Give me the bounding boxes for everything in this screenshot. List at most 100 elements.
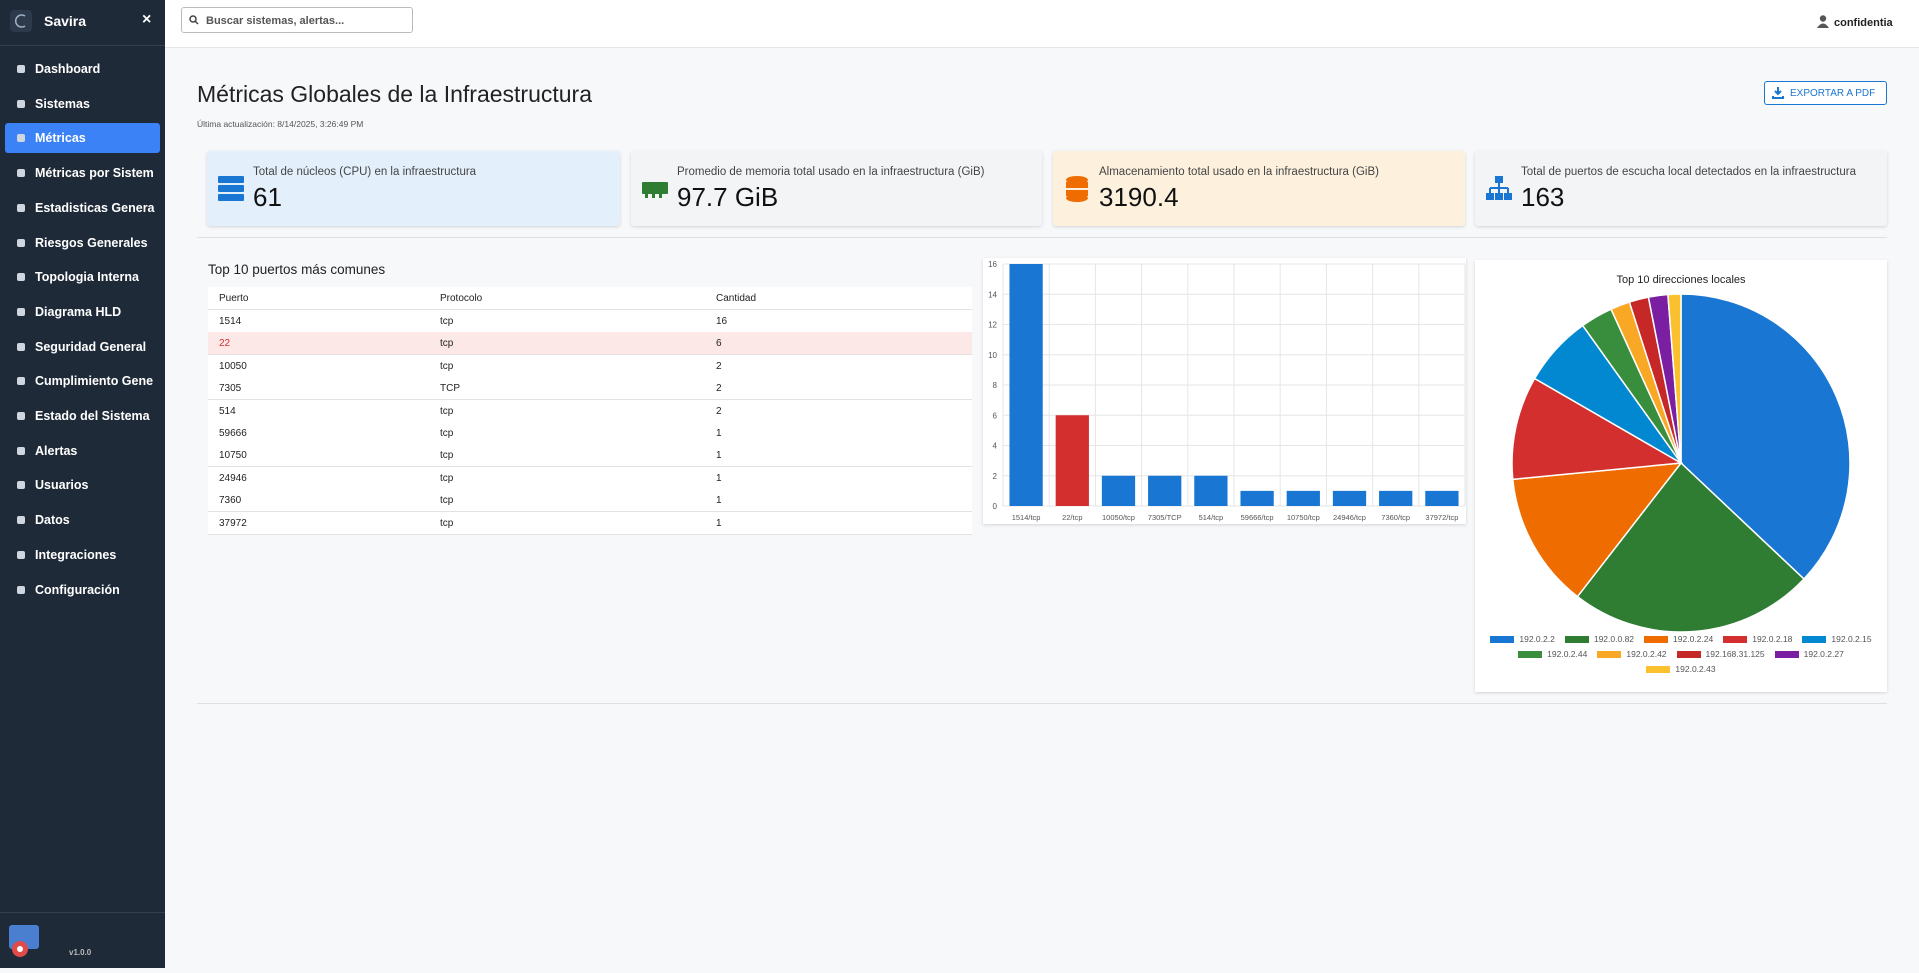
legend: 192.0.2.2 192.0.0.82 192.0.2.24 192.0.2.18 1… bbox=[1485, 634, 1877, 674]
table-cell: tcp bbox=[440, 360, 454, 372]
y-tick-label: 6 bbox=[993, 411, 998, 420]
x-tick-label: 1514/tcp bbox=[1012, 513, 1041, 522]
user-menu[interactable]: confidentia bbox=[1834, 17, 1893, 29]
column-header: Cantidad bbox=[716, 293, 757, 304]
legend-label: 192.0.2.42 bbox=[1626, 649, 1667, 659]
table-cell: 24946 bbox=[219, 472, 247, 484]
y-tick-label: 2 bbox=[993, 472, 998, 481]
card-icon bbox=[1066, 176, 1088, 202]
table-cell: 10750 bbox=[219, 450, 247, 462]
last-updated: Última actualización: 8/14/2025, 3:26:49… bbox=[197, 119, 364, 129]
menu-item[interactable]: Configuración bbox=[5, 575, 160, 605]
card-label: Total de núcleos (CPU) en la infraestruc… bbox=[253, 166, 477, 178]
table-header bbox=[208, 287, 972, 310]
table-cell: 7360 bbox=[219, 495, 242, 507]
bar bbox=[1194, 475, 1228, 506]
table-cell: 7305 bbox=[219, 383, 242, 395]
menu-item[interactable]: Estadisticas Genera bbox=[5, 193, 160, 223]
legend-swatch bbox=[1802, 635, 1827, 643]
table-row bbox=[208, 422, 972, 445]
table-cell: 1 bbox=[716, 450, 722, 462]
table-row bbox=[208, 399, 972, 423]
y-tick-label: 14 bbox=[988, 290, 997, 299]
bar bbox=[1240, 490, 1274, 506]
table-row bbox=[208, 444, 972, 468]
search-box[interactable]: Buscar sistemas, alertas... bbox=[181, 7, 413, 33]
bar bbox=[1332, 490, 1367, 506]
legend-item: 192.168.31.125 bbox=[1676, 649, 1765, 659]
menu-item[interactable]: Usuarios bbox=[5, 470, 160, 500]
export-label: EXPORTAR A PDF bbox=[1790, 88, 1876, 99]
menu-item[interactable]: Estado del Sistema bbox=[5, 401, 160, 431]
user-icon bbox=[1817, 15, 1829, 28]
legend-item: 192.0.2.42 bbox=[1597, 649, 1667, 659]
x-tick-label: 37972/tcp bbox=[1425, 513, 1458, 522]
legend-label: 192.0.2.18 bbox=[1752, 634, 1793, 644]
x-tick-label: 7305/TCP bbox=[1148, 513, 1182, 522]
y-tick-label: 12 bbox=[988, 321, 997, 330]
legend-label: 192.0.0.82 bbox=[1593, 634, 1635, 644]
x-tick-label: 10750/tcp bbox=[1287, 513, 1320, 522]
menu-item[interactable]: Dashboard bbox=[5, 54, 160, 84]
menu-item[interactable]: Métricas bbox=[5, 123, 160, 154]
card-label: Almacenamiento total usado en la infraes… bbox=[1099, 166, 1379, 178]
legend-swatch bbox=[1774, 650, 1799, 658]
table-row bbox=[208, 489, 972, 513]
pie-panel: Top 10 direcciones locales 192.0.2.2 192.… bbox=[1475, 260, 1887, 692]
table-cell: TCP bbox=[440, 383, 460, 395]
table-cell: 1514 bbox=[219, 316, 242, 327]
menu-item[interactable]: Riesgos Generales bbox=[5, 228, 160, 258]
y-tick-label: 0 bbox=[993, 502, 998, 511]
x-tick-label: 514/tcp bbox=[1199, 513, 1224, 522]
download-icon bbox=[1772, 87, 1784, 99]
table-cell: 59666 bbox=[219, 428, 247, 439]
table-cell: tcp bbox=[440, 517, 454, 529]
brand: Savira bbox=[44, 13, 87, 29]
bar bbox=[1379, 490, 1413, 506]
legend-item: 192.0.2.2 bbox=[1490, 634, 1555, 644]
legend-item: 192.0.2.15 bbox=[1802, 634, 1872, 644]
y-tick-label: 4 bbox=[993, 442, 998, 451]
topbar: Buscar sistemas, alertas... confidentia bbox=[165, 0, 1919, 48]
divider bbox=[197, 237, 1887, 238]
menu-item[interactable]: Sistemas bbox=[5, 89, 160, 119]
menu-item[interactable]: Alertas bbox=[5, 436, 160, 466]
legend-label: 192.168.31.125 bbox=[1705, 649, 1765, 659]
table-cell: tcp bbox=[440, 450, 454, 462]
bar bbox=[1148, 475, 1182, 506]
x-tick-label: 22/tcp bbox=[1062, 513, 1082, 522]
divider bbox=[197, 703, 1887, 704]
card-value: 3190.4 bbox=[1099, 182, 1179, 212]
table-cell: 37972 bbox=[219, 517, 247, 529]
pie-title: Top 10 direcciones locales bbox=[1616, 274, 1746, 286]
divider bbox=[0, 912, 165, 913]
pie-slice bbox=[1667, 293, 1682, 464]
menu-item[interactable]: Topologia Interna bbox=[5, 262, 160, 292]
legend-swatch bbox=[1597, 650, 1622, 658]
menu-item[interactable]: Métricas por Sistem bbox=[5, 158, 160, 188]
bar bbox=[1055, 415, 1089, 506]
card-icon bbox=[218, 176, 244, 201]
menu-item[interactable]: Cumplimiento Gene bbox=[5, 366, 160, 396]
table-cell: 6 bbox=[716, 338, 722, 350]
export-button[interactable]: EXPORTAR A PDF bbox=[1764, 81, 1887, 105]
y-tick-label: 8 bbox=[993, 381, 998, 390]
menu-item[interactable]: Datos bbox=[5, 505, 160, 535]
version: v1.0.0 bbox=[69, 948, 92, 957]
menu-item[interactable]: Seguridad General bbox=[5, 332, 160, 362]
legend-item: 192.0.2.43 bbox=[1646, 664, 1716, 674]
table-row bbox=[208, 310, 972, 333]
bar-chart: 0 2 4 6 8 10 12 14 16 1514/tcp 22/tcp 10050/tcp 7305… bbox=[983, 258, 1466, 524]
menu-item[interactable]: Diagrama HLD bbox=[5, 297, 160, 327]
card-value: 163 bbox=[1521, 182, 1565, 212]
pie-chart: Top 10 direcciones locales bbox=[1511, 274, 1851, 632]
menu-item[interactable]: Integraciones bbox=[5, 540, 160, 570]
table-cell: tcp bbox=[440, 428, 454, 439]
table-cell: tcp bbox=[440, 472, 454, 484]
table-cell: 2 bbox=[716, 360, 722, 372]
card-value: 61 bbox=[253, 182, 282, 212]
table-row bbox=[208, 354, 972, 378]
close-button[interactable]: × bbox=[142, 11, 152, 28]
card-icon bbox=[1486, 176, 1512, 200]
